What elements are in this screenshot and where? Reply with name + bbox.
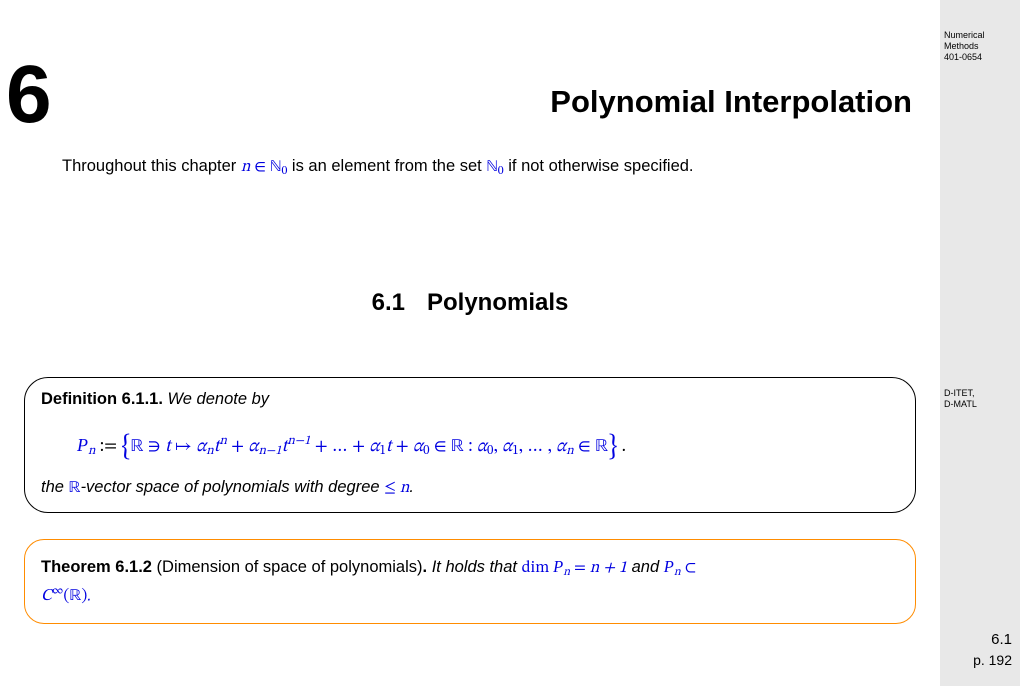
f-lan: α xyxy=(556,438,566,456)
theorem-paren: (Dimension of space of polynomials) xyxy=(152,558,423,576)
side-section: 6.1 xyxy=(940,631,1012,648)
chapter-number: 6 xyxy=(6,54,52,136)
thm-C: C xyxy=(41,587,52,604)
side-top-l3: 401-0654 xyxy=(944,52,1014,63)
definition-label: Definition 6.1.1. xyxy=(41,390,163,408)
f-lbrace: { xyxy=(121,433,130,461)
f-tn1-sup: n−1 xyxy=(287,435,310,448)
f-assign: := xyxy=(95,438,121,456)
def-trail3: . xyxy=(409,478,414,496)
definition-box: Definition 6.1.1. We denote by Pn := {ℝ … xyxy=(24,377,916,513)
def-trail-R: ℝ xyxy=(69,479,81,496)
side-header: Numerical Methods 401-0654 xyxy=(944,30,1014,62)
f-plus1: + xyxy=(227,438,248,456)
theorem-box: Theorem 6.1.2 (Dimension of space of pol… xyxy=(24,539,916,623)
definition-formula: Pn := {ℝ ∋ t ↦ αntn + αn−1tn−1 + … + α1t… xyxy=(77,424,899,464)
side-top-l2: Methods xyxy=(944,41,1014,52)
side-mid-l2: D-MATL xyxy=(944,399,1014,410)
theorem-lead: It holds that xyxy=(427,558,521,576)
def-le: ≤ xyxy=(384,479,400,496)
section-number: 6.1 xyxy=(372,289,405,316)
thm-eq: = xyxy=(570,559,590,576)
side-page: p. 192 xyxy=(973,652,1012,668)
intro-n: n xyxy=(241,158,251,175)
thm-Pn2: P xyxy=(664,557,674,576)
thm-np1: n + 1 xyxy=(590,559,627,576)
f-colon: : xyxy=(464,438,477,456)
thm-period: . xyxy=(87,586,92,604)
thm-inf: ∞ xyxy=(52,585,63,597)
f-ldots: , … , xyxy=(519,438,556,456)
f-period: . xyxy=(617,438,626,456)
thm-and: and xyxy=(627,558,664,576)
f-an-sub: n xyxy=(206,445,213,458)
f-an1-sub: n−1 xyxy=(258,445,281,458)
intro-N0-2: ℕ xyxy=(486,158,497,175)
f-mapsto: ↦ xyxy=(171,438,197,456)
chapter-intro: Throughout this chapter n ∈ ℕ0 is an ele… xyxy=(62,156,912,179)
page-content: 6 Polynomial Interpolation Throughout th… xyxy=(0,0,940,686)
thm-R: ℝ xyxy=(69,587,81,604)
f-plus3: + xyxy=(392,438,413,456)
f-c1: , xyxy=(493,438,502,456)
def-trail1: the xyxy=(41,478,69,496)
side-mid-l1: D-ITET, xyxy=(944,388,1014,399)
f-inR: ∈ ℝ xyxy=(429,438,464,456)
def-n: n xyxy=(400,479,410,496)
f-a0: α xyxy=(413,438,423,456)
f-Pn: P xyxy=(77,435,88,455)
theorem-label: Theorem 6.1.2 xyxy=(41,558,152,576)
f-R: ℝ xyxy=(130,438,143,456)
definition-lead: We denote by xyxy=(163,390,269,408)
f-lan-sub: n xyxy=(566,445,573,458)
intro-text-post: if not otherwise specified. xyxy=(504,157,694,175)
side-dept: D-ITET, D-MATL xyxy=(944,388,1014,410)
f-tn-sup: n xyxy=(219,435,226,448)
f-la0: α xyxy=(477,438,487,456)
intro-in: ∈ xyxy=(250,158,270,175)
def-trail2: -vector space of polynomials with degree xyxy=(81,478,385,496)
chapter-header: 6 Polynomial Interpolation xyxy=(18,24,922,114)
f-dots: + … + xyxy=(311,438,370,456)
chapter-title: Polynomial Interpolation xyxy=(550,84,912,120)
thm-dim: dim xyxy=(522,559,554,576)
thm-Pn: P xyxy=(553,557,563,576)
thm-Pn2-sub: n xyxy=(674,566,681,578)
section-heading: 6.1 Polynomials xyxy=(18,289,922,317)
f-a1: α xyxy=(369,438,379,456)
f-ni: ∋ xyxy=(144,438,165,456)
f-la1: α xyxy=(502,438,512,456)
intro-text-pre: Throughout this chapter xyxy=(62,157,241,175)
f-an1: α xyxy=(248,438,258,456)
f-inR2: ∈ ℝ xyxy=(574,438,609,456)
side-footer: 6.1 p. 192 xyxy=(940,631,1012,668)
f-rbrace: } xyxy=(608,433,617,461)
section-title: Polynomials xyxy=(427,289,568,316)
side-margin: Numerical Methods 401-0654 D-ITET, D-MAT… xyxy=(940,0,1020,686)
intro-N0: ℕ xyxy=(270,158,281,175)
intro-text-mid: is an element from the set xyxy=(287,157,486,175)
f-an: α xyxy=(196,438,206,456)
side-top-l1: Numerical xyxy=(944,30,1014,41)
thm-sub: ⊂ xyxy=(681,559,697,576)
